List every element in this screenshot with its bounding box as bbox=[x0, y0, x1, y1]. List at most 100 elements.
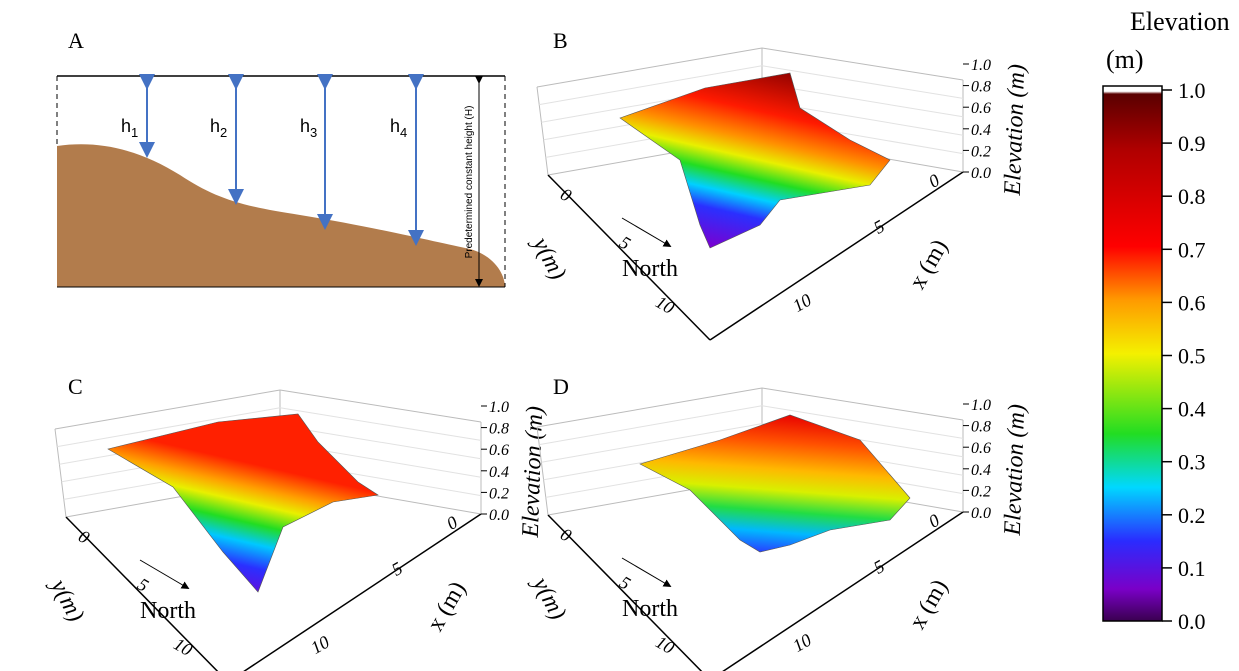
z-tick-label: 0.8 bbox=[971, 79, 991, 96]
z-tick-label: 0.8 bbox=[489, 421, 509, 438]
axis-box bbox=[722, 511, 964, 671]
panel-label: C bbox=[68, 374, 83, 399]
z-tick-label: 1.0 bbox=[489, 399, 509, 416]
colorbar-gradient bbox=[1102, 85, 1163, 622]
surface-plot: 0.00.20.40.60.81.0 Elevation (m)0510y(m)0… bbox=[526, 387, 1031, 671]
x-tick-label: 0 bbox=[925, 170, 943, 192]
colorbar-tick-label: 0.4 bbox=[1178, 397, 1206, 422]
axis-box bbox=[547, 174, 711, 341]
height-symbol: h bbox=[390, 116, 400, 136]
axis-box bbox=[65, 516, 219, 671]
axis-box bbox=[243, 513, 482, 671]
height-subscript: 1 bbox=[131, 125, 138, 140]
z-tick-label: 0.0 bbox=[489, 507, 509, 524]
colorbar-title: (m) bbox=[1106, 45, 1144, 74]
wall-grid bbox=[279, 425, 482, 460]
colorbar: Elevation (m) 0.0 0.1 0.2 0.3 0.4 0.5 0.6 0.7 0.8 0… bbox=[1102, 7, 1230, 634]
surface bbox=[619, 72, 891, 249]
surface-plot: 0.00.20.40.60.81.0 Elevation (m)0510y(m)0… bbox=[44, 389, 549, 671]
z-tick-label: 0.0 bbox=[971, 505, 991, 522]
y-tick-label: 5 bbox=[616, 232, 634, 254]
north-arrow bbox=[621, 217, 672, 248]
y-axis-label: y(m) bbox=[44, 573, 89, 626]
wall-grid bbox=[279, 407, 482, 441]
panel-label: D bbox=[553, 374, 569, 399]
z-tick-label: 0.0 bbox=[971, 165, 991, 182]
z-tick-label: 0.6 bbox=[489, 442, 509, 459]
y-tick-label: 10 bbox=[170, 634, 196, 660]
ground bbox=[57, 144, 505, 287]
height-symbol: h bbox=[210, 116, 220, 136]
colorbar-tick-label: 0.1 bbox=[1178, 556, 1206, 581]
z-tick-label: 0.4 bbox=[489, 464, 509, 481]
height-symbol: h bbox=[121, 116, 131, 136]
surface bbox=[107, 413, 379, 593]
height-label: h4 bbox=[390, 116, 407, 140]
x-axis-label: x (m) bbox=[423, 577, 472, 636]
z-tick-label: 0.2 bbox=[489, 485, 509, 502]
north-label: North bbox=[622, 256, 678, 282]
x-tick-label: 10 bbox=[789, 290, 815, 316]
height-label: h1 bbox=[121, 116, 138, 140]
colorbar-tick-label: 0.6 bbox=[1178, 290, 1206, 315]
y-axis-label: y(m) bbox=[526, 231, 571, 284]
surface-plot: 0.00.20.40.60.81.0 Elevation (m)0510y(m)0… bbox=[526, 47, 1031, 341]
axis-box bbox=[761, 47, 964, 81]
y-tick-label: 10 bbox=[652, 292, 678, 318]
height-symbol: h bbox=[300, 116, 310, 136]
height-label: h3 bbox=[300, 116, 317, 140]
height-arrows bbox=[139, 74, 424, 246]
north-arrow bbox=[139, 559, 190, 590]
x-tick-label: 5 bbox=[388, 558, 406, 580]
colorbar-tick-label: 1.0 bbox=[1178, 78, 1206, 103]
wall-grid bbox=[761, 83, 964, 118]
z-axis-label: Elevation (m) bbox=[1000, 404, 1031, 537]
z-axis-label: Elevation (m) bbox=[518, 406, 549, 539]
axis-box bbox=[536, 387, 763, 428]
colorbar-tick-label: 0.9 bbox=[1178, 131, 1206, 156]
z-tick-label: 0.6 bbox=[971, 440, 991, 457]
height-subscript: 4 bbox=[400, 125, 407, 140]
colorbar-tick-label: 0.2 bbox=[1178, 503, 1206, 528]
z-axis-label: Elevation (m) bbox=[1000, 64, 1031, 197]
colorbar-tick-label: 0.0 bbox=[1178, 609, 1206, 634]
north-label: North bbox=[622, 596, 678, 622]
wall-grid bbox=[541, 423, 763, 463]
colorbar-tick-label: 0.3 bbox=[1178, 450, 1206, 475]
x-axis-label: x (m) bbox=[905, 575, 954, 634]
colorbar-title: Elevation bbox=[1130, 7, 1230, 36]
wall-grid bbox=[539, 405, 763, 446]
surface bbox=[639, 414, 911, 553]
z-tick-label: 0.8 bbox=[971, 419, 991, 436]
axis-box bbox=[536, 47, 763, 88]
height-label: h2 bbox=[210, 116, 227, 140]
y-tick-label: 10 bbox=[652, 632, 678, 658]
y-tick-label: 5 bbox=[134, 574, 152, 596]
height-labels: h1 h2 h3 h4 bbox=[121, 116, 407, 140]
wall-grid bbox=[57, 407, 281, 448]
z-tick-label: 0.4 bbox=[971, 462, 991, 479]
panel-label: B bbox=[553, 28, 568, 53]
axis-box bbox=[536, 426, 549, 516]
constant-height-label: Predetermined constant height (H) bbox=[464, 106, 475, 259]
x-axis-label: x (m) bbox=[905, 235, 954, 294]
z-tick-label: 1.0 bbox=[971, 397, 991, 414]
z-tick-label: 1.0 bbox=[971, 57, 991, 74]
colorbar-tick-label: 0.8 bbox=[1178, 184, 1206, 209]
surface-panels: 0.0 0.2 0.4 0.6 0.8 1.0 Elevation (m) 0 5 10 y(m) 0… bbox=[44, 47, 1031, 671]
wall-grid bbox=[761, 405, 964, 439]
axis-box bbox=[709, 171, 964, 341]
z-tick-label: 0.4 bbox=[971, 122, 991, 139]
wall-grid bbox=[539, 65, 763, 106]
x-tick-label: 5 bbox=[870, 216, 888, 238]
x-tick-label: 10 bbox=[789, 630, 815, 656]
axis-box bbox=[761, 387, 964, 421]
x-tick-label: 10 bbox=[307, 632, 333, 658]
north-arrow bbox=[621, 557, 672, 588]
z-tick-label: 0.2 bbox=[971, 483, 991, 500]
north-label: North bbox=[140, 598, 196, 624]
axis-box bbox=[54, 428, 67, 518]
height-subscript: 3 bbox=[310, 125, 317, 140]
axis-box bbox=[536, 86, 549, 176]
